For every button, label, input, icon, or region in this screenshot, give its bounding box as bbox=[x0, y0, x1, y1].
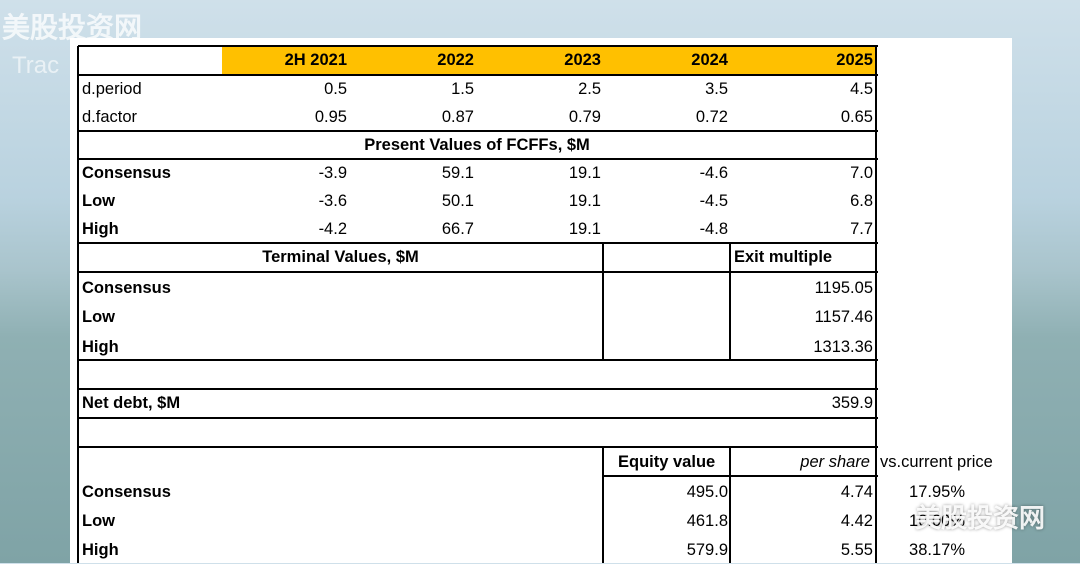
cell-text: 66.7 bbox=[441, 220, 474, 238]
border bbox=[78, 446, 878, 448]
border bbox=[78, 158, 878, 160]
cell-text: Low bbox=[82, 192, 115, 210]
cell-text: 2022 bbox=[437, 51, 474, 69]
cell-text: 4.42 bbox=[840, 512, 873, 530]
cell-text: -4.5 bbox=[699, 192, 728, 210]
border bbox=[602, 243, 604, 360]
border bbox=[78, 45, 878, 47]
cell-text: 59.1 bbox=[441, 164, 474, 182]
border bbox=[77, 46, 79, 563]
cell-text: High bbox=[82, 541, 119, 559]
cell-text: Consensus bbox=[82, 164, 171, 182]
cell-text: 0.5 bbox=[324, 80, 347, 98]
cell-text: Equity value bbox=[618, 453, 716, 471]
cell-text: 359.9 bbox=[831, 394, 873, 412]
cell-text: d.factor bbox=[82, 108, 138, 126]
cell-text: 0.95 bbox=[314, 108, 347, 126]
border bbox=[603, 475, 878, 477]
cell-text: 6.8 bbox=[850, 192, 873, 210]
cell-text: Low bbox=[82, 308, 115, 326]
cell-text: 19.1 bbox=[568, 164, 601, 182]
cell-text: 0.79 bbox=[568, 108, 601, 126]
cell-text: 2.5 bbox=[578, 80, 601, 98]
cell-text: 17.95% bbox=[909, 483, 965, 501]
cell-text: 2023 bbox=[564, 51, 601, 69]
cell-text: -4.8 bbox=[699, 220, 728, 238]
cell-text: High bbox=[82, 220, 119, 238]
border bbox=[78, 74, 878, 76]
border bbox=[78, 271, 878, 273]
border bbox=[78, 242, 878, 244]
cell-text: -4.6 bbox=[699, 164, 728, 182]
cell-text: 10.00% bbox=[909, 512, 965, 530]
cell-text: vs.current price bbox=[880, 453, 993, 471]
cell-text: 7.7 bbox=[850, 220, 873, 238]
border bbox=[729, 243, 731, 360]
watermark: 美股投资网 bbox=[2, 12, 143, 43]
watermark: Trac bbox=[12, 52, 60, 79]
cell-text: 4.5 bbox=[850, 80, 873, 98]
cell-text: High bbox=[82, 338, 119, 356]
border bbox=[729, 447, 731, 563]
header-fill bbox=[222, 46, 876, 75]
cell-text: 1313.36 bbox=[813, 338, 873, 356]
cell-text: -3.9 bbox=[318, 164, 347, 182]
cell-text: Low bbox=[82, 512, 115, 530]
border bbox=[78, 359, 878, 361]
border bbox=[602, 447, 604, 563]
cell-text: 0.72 bbox=[695, 108, 728, 126]
cell-text: Net debt, $M bbox=[82, 394, 181, 412]
cell-text: 3.5 bbox=[705, 80, 728, 98]
cell-text: 50.1 bbox=[441, 192, 474, 210]
cell-text: 19.1 bbox=[568, 192, 601, 210]
border bbox=[875, 46, 877, 563]
cell-text: 1195.05 bbox=[814, 279, 873, 297]
cell-text: 38.17% bbox=[909, 541, 965, 559]
cell-text: 2025 bbox=[836, 51, 873, 69]
section-title: Terminal Values, $M bbox=[262, 248, 419, 266]
cell-text: 1.5 bbox=[451, 80, 474, 98]
cell-text: Consensus bbox=[82, 279, 171, 297]
border bbox=[78, 130, 878, 132]
section-title: Present Values of FCFFs, $M bbox=[364, 136, 590, 154]
cell-text: 5.55 bbox=[840, 541, 873, 559]
cell-text: 2024 bbox=[691, 51, 728, 69]
cell-text: 0.87 bbox=[441, 108, 474, 126]
cell-text: 2H 2021 bbox=[284, 51, 347, 69]
cell-text: 461.8 bbox=[686, 512, 728, 530]
cell-text: 4.74 bbox=[840, 483, 873, 501]
cell-text: Exit multiple bbox=[734, 248, 833, 266]
cell-text: 19.1 bbox=[568, 220, 601, 238]
cell-text: 1157.46 bbox=[814, 308, 873, 326]
cell-text: Consensus bbox=[82, 483, 171, 501]
border bbox=[78, 417, 878, 419]
cell-text: -4.2 bbox=[318, 220, 347, 238]
cell-text: 0.65 bbox=[840, 108, 873, 126]
watermark: 美股投资网 bbox=[915, 503, 1046, 533]
cell-text: 7.0 bbox=[850, 164, 873, 182]
cell-text: 579.9 bbox=[686, 541, 728, 559]
cell-text: -3.6 bbox=[318, 192, 347, 210]
cell-text: d.period bbox=[82, 80, 142, 98]
border bbox=[78, 388, 878, 390]
cell-text: per share bbox=[800, 453, 870, 471]
cell-text: 495.0 bbox=[686, 483, 728, 501]
